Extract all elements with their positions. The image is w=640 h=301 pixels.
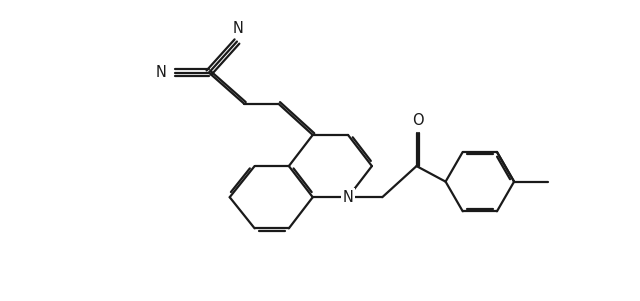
Text: N: N xyxy=(342,190,353,205)
Text: N: N xyxy=(232,20,243,36)
Text: N: N xyxy=(156,65,166,80)
Text: O: O xyxy=(412,113,424,128)
